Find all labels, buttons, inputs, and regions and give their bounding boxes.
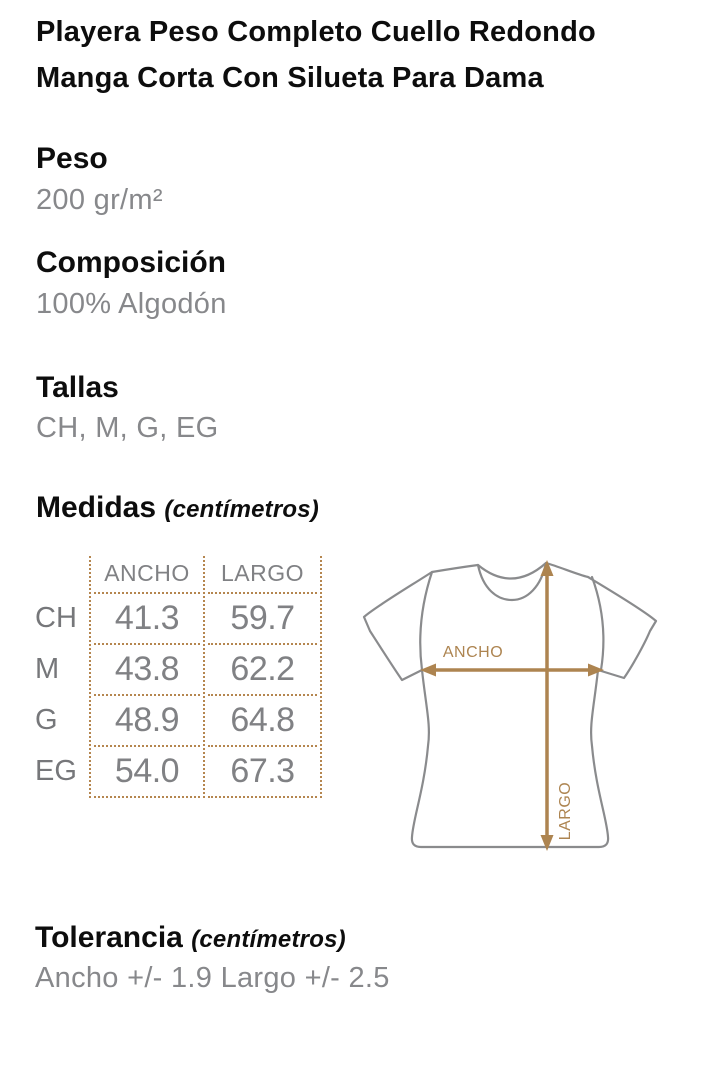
arrow-down-head xyxy=(540,835,554,851)
table-cell: 41.3 xyxy=(94,592,200,643)
medidas-heading: Medidas (centímetros) xyxy=(36,491,319,525)
arrow-up-head xyxy=(540,560,554,576)
arrow-left-head xyxy=(420,663,436,677)
table-cell: 62.2 xyxy=(208,643,317,694)
tallas-value: CH, M, G, EG xyxy=(36,412,219,444)
medidas-unit-note: (centímetros) xyxy=(164,496,320,523)
tshirt-left-sleeve-seam xyxy=(419,570,434,672)
peso-value: 200 gr/m² xyxy=(36,184,163,216)
page-title-line-1: Playera Peso Completo Cuello Redondo xyxy=(36,16,596,48)
size-table-column-ancho: ANCHO 41.3 43.8 48.9 54.0 xyxy=(89,556,203,798)
table-bottom-rule xyxy=(94,796,200,798)
composicion-value: 100% Algodón xyxy=(36,288,227,320)
tshirt-body-path xyxy=(362,561,658,849)
size-row-label: M xyxy=(35,653,60,685)
size-table: CH M G EG ANCHO 41.3 43.8 48.9 54.0 LARG… xyxy=(35,556,322,798)
tolerancia-value: Ancho +/- 1.9 Largo +/- 2.5 xyxy=(35,962,390,994)
tshirt-diagram: ANCHO LARGO xyxy=(357,547,663,866)
table-cell: 48.9 xyxy=(94,694,200,745)
peso-heading: Peso xyxy=(36,142,108,175)
size-row-label: G xyxy=(35,704,58,736)
tshirt-diagram-svg: ANCHO LARGO xyxy=(362,560,658,851)
ancho-arrow-label: ANCHO xyxy=(443,644,503,661)
ancho-arrow xyxy=(420,663,604,677)
largo-arrow xyxy=(540,560,554,851)
table-bottom-rule xyxy=(208,796,317,798)
tolerancia-unit-note: (centímetros) xyxy=(191,926,346,953)
table-cell: 67.3 xyxy=(208,745,317,796)
composicion-heading: Composición xyxy=(36,246,227,279)
size-row-label: EG xyxy=(35,755,77,787)
tolerancia-heading: Tolerancia (centímetros) xyxy=(35,921,346,955)
tallas-heading: Tallas xyxy=(36,371,119,404)
column-header-ancho: ANCHO xyxy=(104,560,190,586)
table-cell: 59.7 xyxy=(208,592,317,643)
size-table-corner-spacer xyxy=(35,556,89,593)
table-cell: 64.8 xyxy=(208,694,317,745)
arrow-right-head xyxy=(588,663,604,677)
tolerancia-heading-text: Tolerancia xyxy=(35,921,183,954)
size-row-label: CH xyxy=(35,602,77,634)
tshirt-collar-front xyxy=(476,561,548,602)
tshirt-right-sleeve-seam xyxy=(590,575,605,672)
medidas-heading-text: Medidas xyxy=(36,491,157,524)
table-cell: 43.8 xyxy=(94,643,200,694)
page-title-line-2: Manga Corta Con Silueta Para Dama xyxy=(36,62,544,94)
tshirt-outline xyxy=(362,561,658,849)
largo-arrow-label: LARGO xyxy=(557,782,574,841)
table-cell: 54.0 xyxy=(94,745,200,796)
column-header-largo: LARGO xyxy=(220,560,305,586)
size-table-column-largo: LARGO 59.7 62.2 64.8 67.3 xyxy=(203,556,322,798)
size-table-row-labels: CH M G EG xyxy=(35,556,89,798)
